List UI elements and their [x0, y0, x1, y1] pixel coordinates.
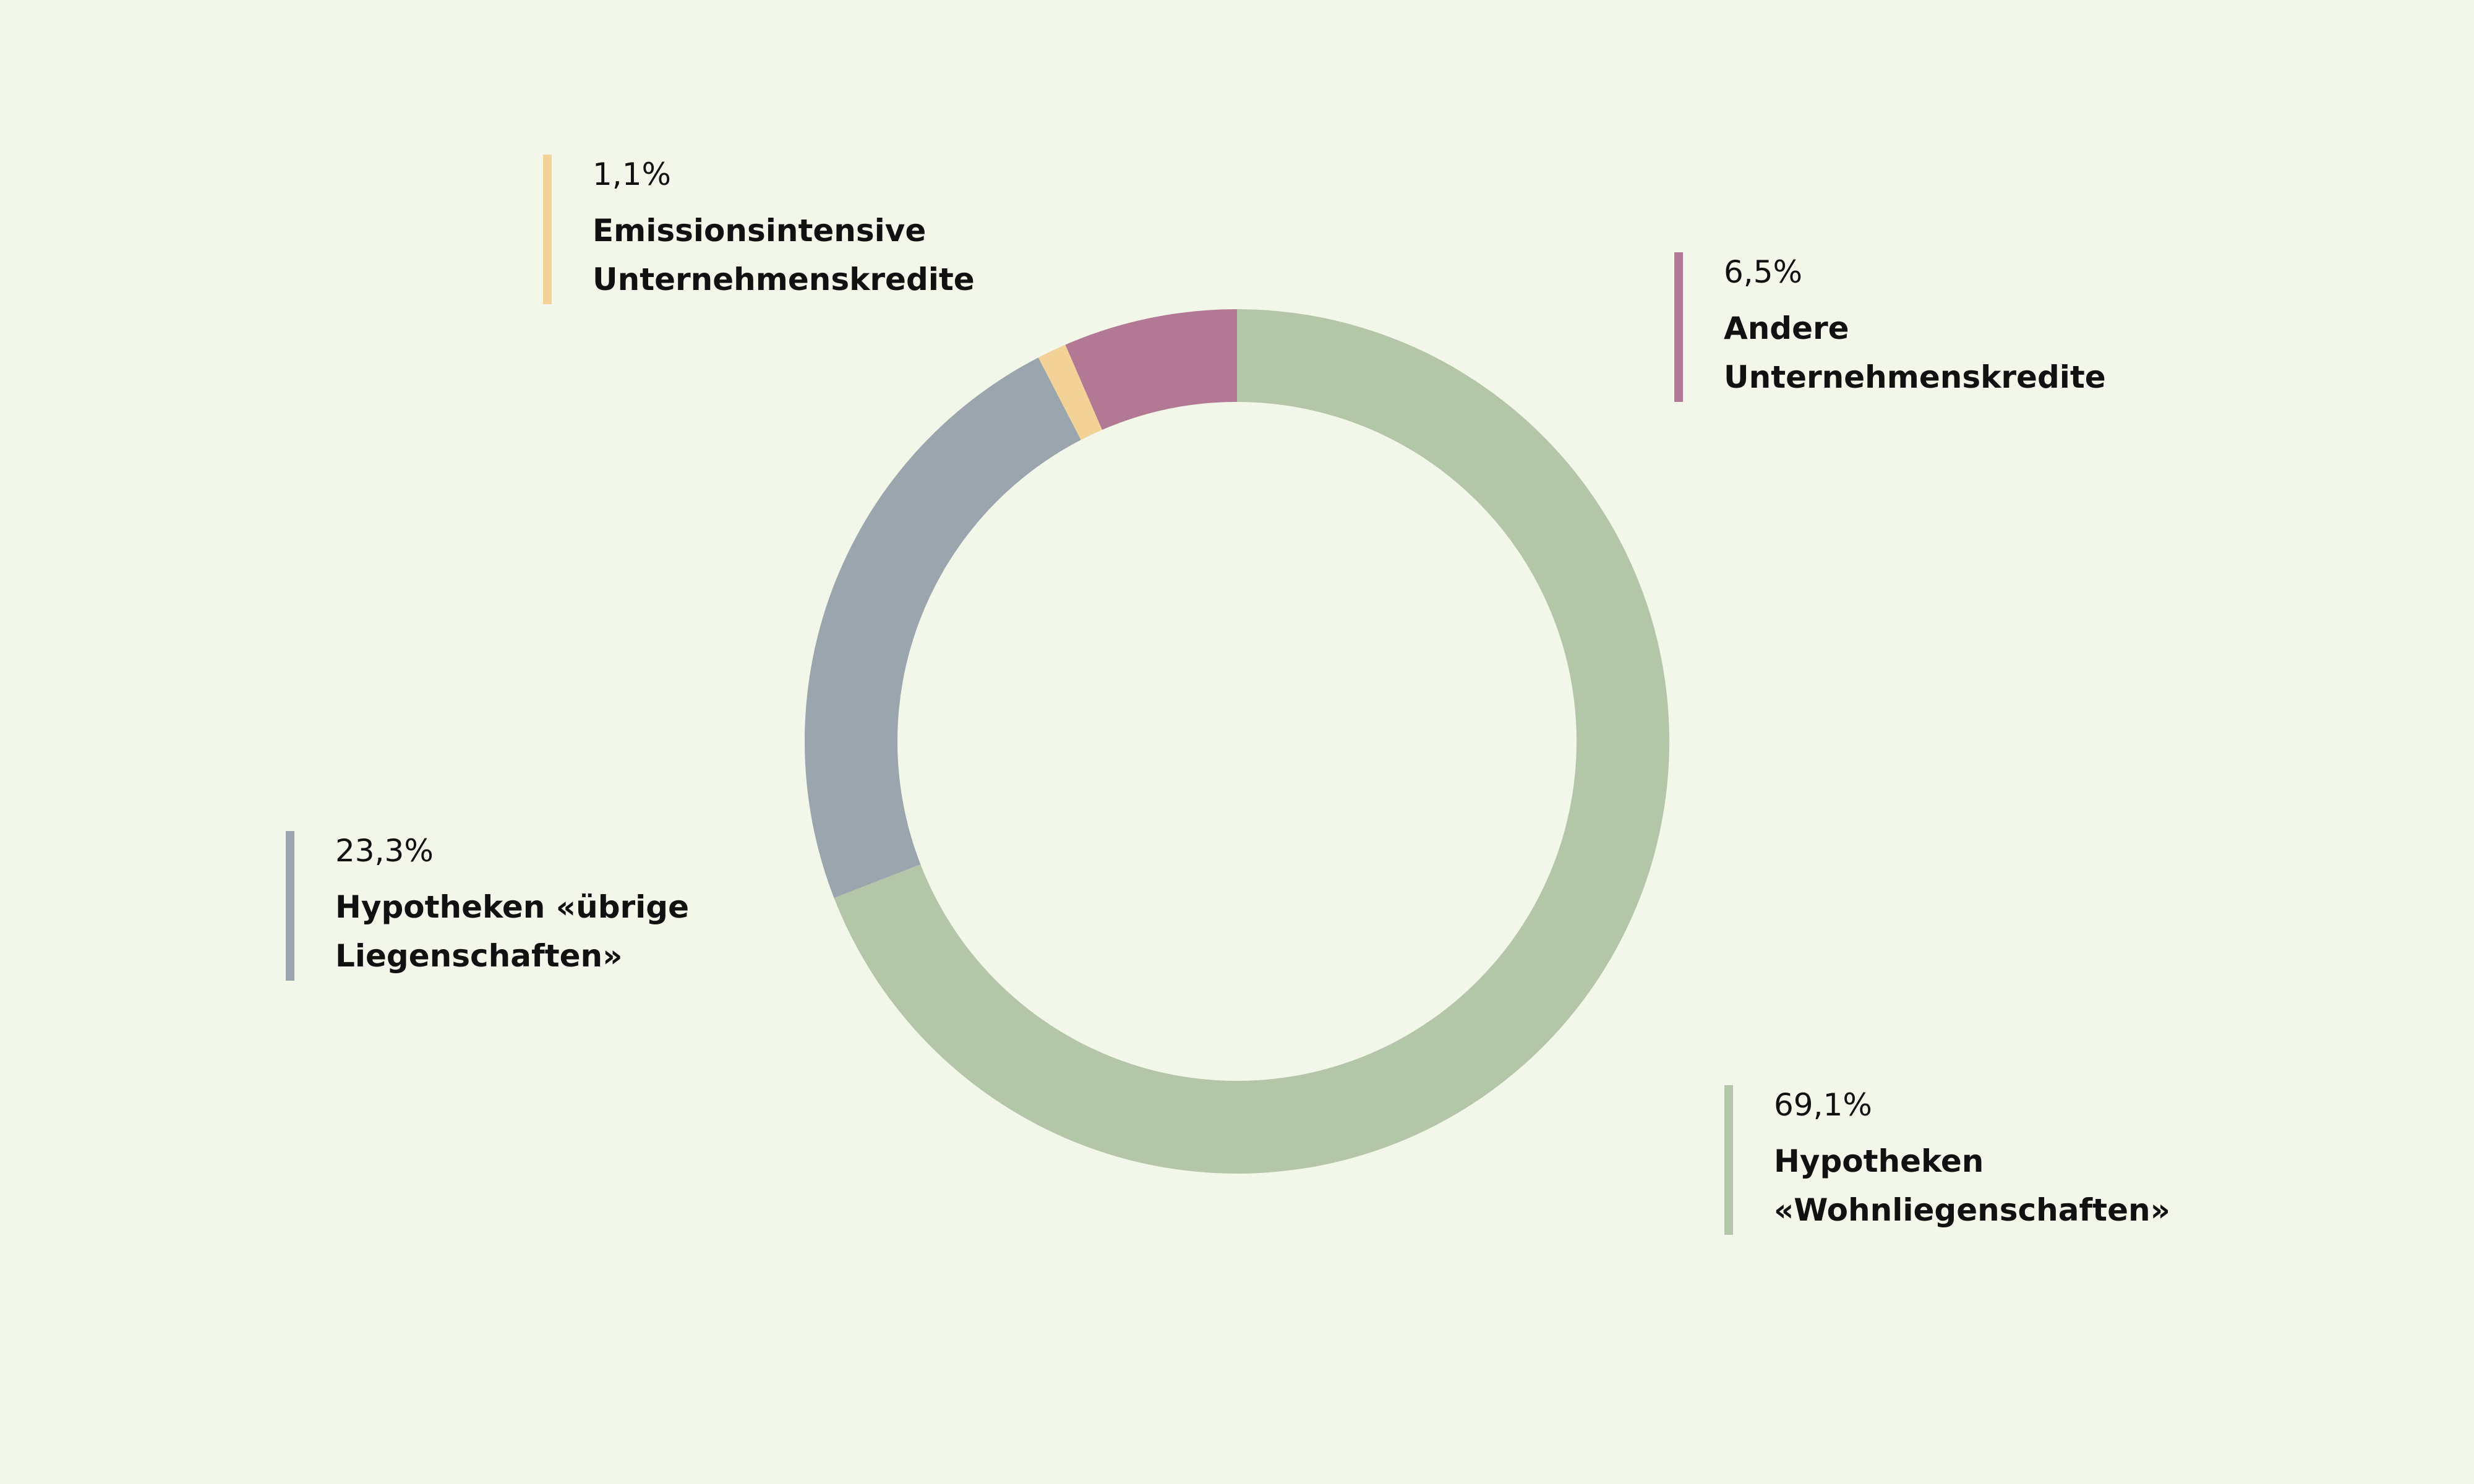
value-label: 6,5% [1724, 254, 1803, 290]
value-label: 1,1% [593, 156, 672, 192]
category-label: Emissionsintensive Unternehmenskredite [593, 213, 975, 297]
legend-entry: 69,1% Hypotheken «Wohnliegenschaften» [1724, 1085, 2170, 1235]
donut-segment [804, 357, 1081, 898]
category-label: Hypotheken «Wohnliegenschaften» [1774, 1143, 2170, 1228]
donut-segment [1038, 344, 1102, 440]
category-label: Andere Unternehmenskredite [1724, 310, 2106, 395]
category-label: Hypotheken «übrige Liegenschaften» [335, 889, 689, 974]
legend-entry: 1,1% Emissionsintensive Unternehmenskredi… [543, 155, 975, 304]
legend-entry: 6,5% Andere Unternehmenskredite [1674, 252, 2106, 402]
value-label: 23,3% [335, 833, 434, 869]
value-label: 69,1% [1774, 1087, 1872, 1123]
donut-segment [1065, 309, 1237, 430]
legend-entry: 23,3% Hypotheken «übrige Liegenschaften» [286, 831, 689, 981]
